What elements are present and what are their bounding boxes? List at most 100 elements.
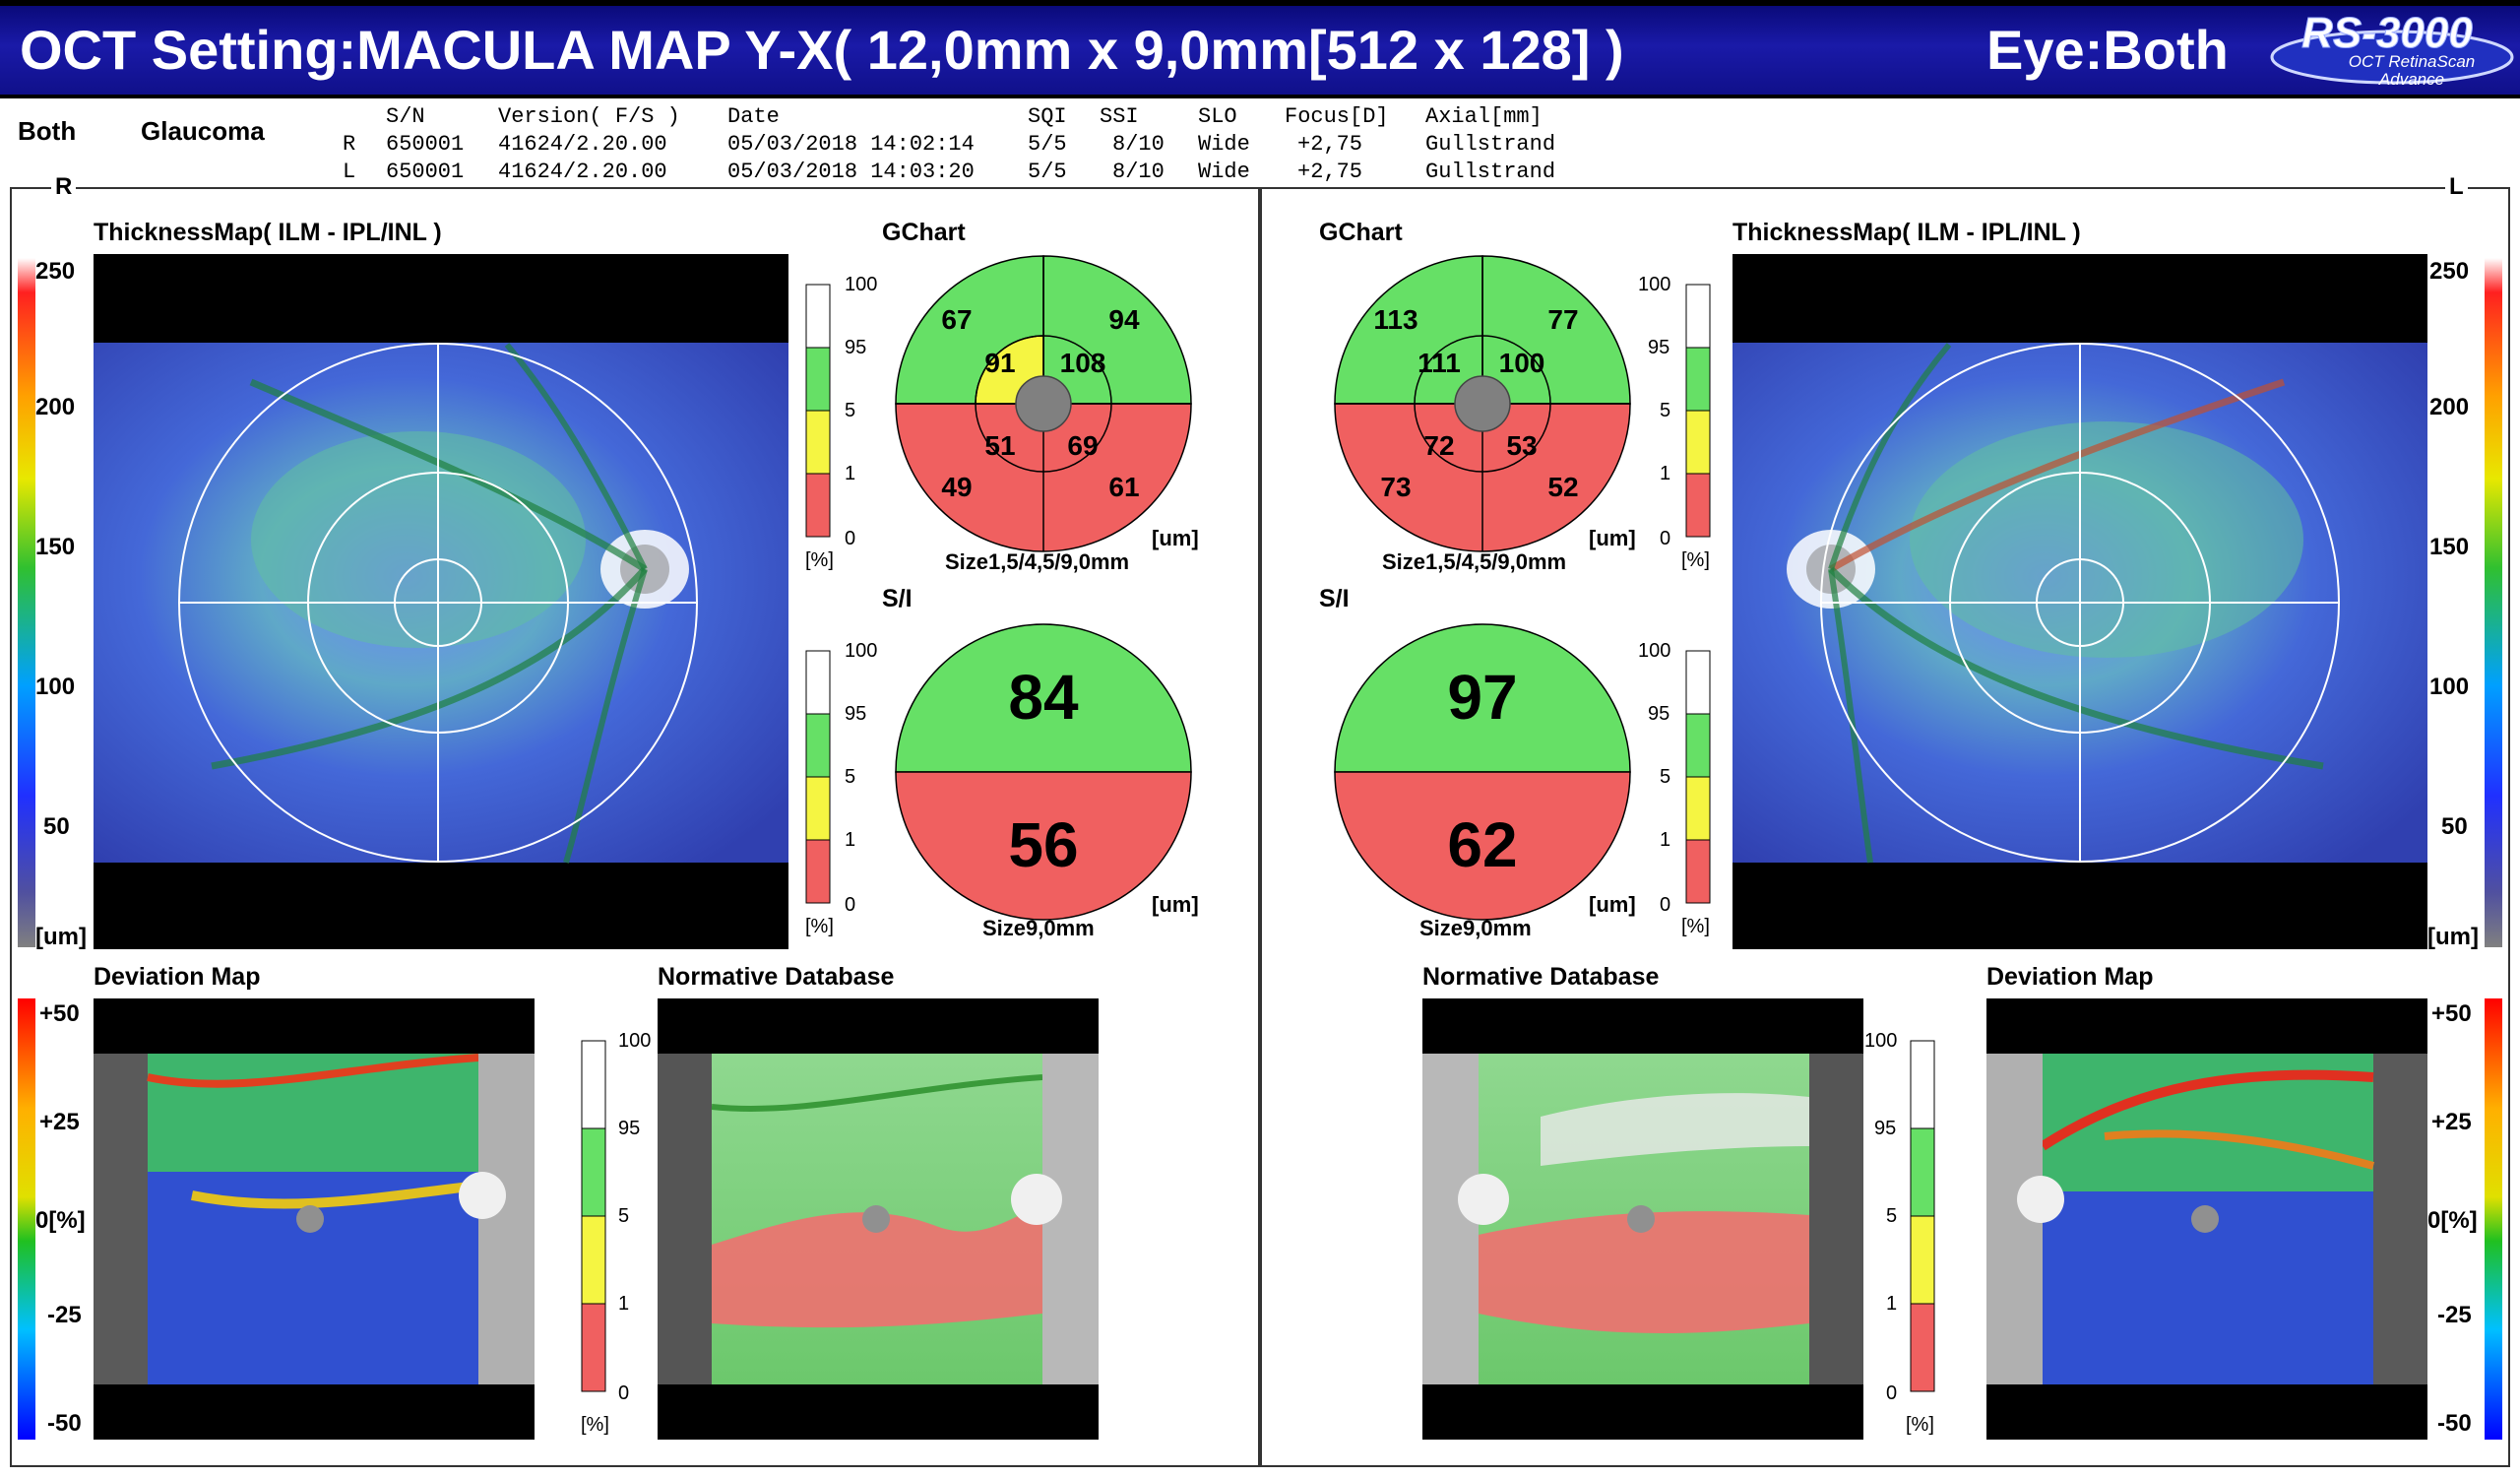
title-bar xyxy=(0,0,2520,98)
l-si-pct-100: 100 xyxy=(1638,640,1671,662)
r-gchart: 67 94 91 108 51 69 49 61 xyxy=(895,255,1192,552)
row-l-eye: L xyxy=(343,160,356,184)
r-thick-unit: [um] xyxy=(35,924,87,950)
l-gchart-caption: Size1,5/4,5/9,0mm xyxy=(1382,549,1567,574)
r-si-unit: [um] xyxy=(1152,892,1199,917)
col-focus: Focus[D] xyxy=(1285,104,1389,129)
r-norm-pct-95: 95 xyxy=(618,1118,641,1139)
r-si-pct-1: 1 xyxy=(845,829,856,851)
r-norm-pct-5: 5 xyxy=(618,1205,630,1227)
l-norm-pct-100: 100 xyxy=(1864,1030,1898,1052)
r-dev-label-0: 0[%] xyxy=(35,1207,86,1234)
l-dev-label-0: 0[%] xyxy=(2427,1207,2478,1234)
r-gchart-caption: Size1,5/4,5/9,0mm xyxy=(945,549,1130,574)
r-thick-label-200: 200 xyxy=(35,394,76,420)
r-gchart-pct-bar xyxy=(805,284,831,538)
l-dev-label-m25: -25 xyxy=(2437,1302,2472,1328)
l-thick-label-50: 50 xyxy=(2441,813,2468,840)
l-gchart-pct-bar xyxy=(1685,284,1711,538)
r-deviation-colorbar xyxy=(18,998,35,1440)
col-ssi: SSI xyxy=(1100,104,1139,129)
row-l-sqi: 5/5 xyxy=(1028,160,1067,184)
r-si-inferior-value: 56 xyxy=(1008,809,1078,880)
l-gchart-pct-1: 1 xyxy=(1660,463,1671,484)
r-normative-map xyxy=(658,998,1099,1440)
r-gchart-inner-it: 51 xyxy=(984,430,1015,461)
r-norm-pct-1: 1 xyxy=(618,1293,630,1315)
l-deviation-title: Deviation Map xyxy=(1986,963,2154,991)
left-eye-panel xyxy=(1260,187,2510,1467)
l-normative-title: Normative Database xyxy=(1422,963,1660,991)
l-gchart-title: GChart xyxy=(1319,219,1403,246)
r-gchart-pct-1: 1 xyxy=(845,463,856,484)
row-l-slo: Wide xyxy=(1198,160,1250,184)
l-si-unit: [um] xyxy=(1589,892,1636,917)
col-axial: Axial[mm] xyxy=(1425,104,1543,129)
l-gchart-unit: [um] xyxy=(1589,526,1636,550)
l-norm-pct-95: 95 xyxy=(1874,1118,1897,1139)
mode-label: Glaucoma xyxy=(141,116,265,146)
l-si-chart: 97 62 xyxy=(1334,623,1631,921)
r-thick-label-250: 250 xyxy=(35,258,76,285)
l-normative-map xyxy=(1422,998,1863,1440)
col-date: Date xyxy=(727,104,780,129)
r-si-caption: Size9,0mm xyxy=(982,916,1095,940)
r-si-pct-0: 0 xyxy=(845,894,856,916)
l-gchart-pct-100: 100 xyxy=(1638,274,1671,295)
l-thickness-map xyxy=(1732,254,2427,949)
l-thickness-title: ThicknessMap( ILM - IPL/INL ) xyxy=(1732,219,2081,246)
l-gchart-outer-it: 73 xyxy=(1380,472,1411,502)
row-l-ssi: 8/10 xyxy=(1112,160,1165,184)
row-r-date: 05/03/2018 14:02:14 xyxy=(727,132,975,157)
r-gchart-outer-sn: 94 xyxy=(1108,304,1140,335)
r-thickness-title: ThicknessMap( ILM - IPL/INL ) xyxy=(94,219,442,246)
l-thickness-colorbar xyxy=(2485,258,2502,947)
l-deviation-colorbar xyxy=(2485,998,2502,1440)
r-thick-label-150: 150 xyxy=(35,534,76,560)
r-gchart-inner-sn: 108 xyxy=(1060,348,1106,378)
r-norm-pct-100: 100 xyxy=(618,1030,652,1052)
r-thickness-map xyxy=(94,254,788,949)
eye-label: Both xyxy=(18,116,77,146)
l-thick-label-200: 200 xyxy=(2429,394,2470,420)
row-l-version: 41624/2.20.00 xyxy=(498,160,667,184)
r-norm-pct-unit: [%] xyxy=(581,1414,609,1436)
r-gchart-outer-in: 61 xyxy=(1108,472,1139,502)
l-si-pct-bar xyxy=(1685,650,1711,904)
l-gchart-pct-unit: [%] xyxy=(1681,549,1710,571)
r-dev-label-p50: +50 xyxy=(39,1000,80,1027)
rs3000-logo: RS-3000 OCT RetinaScan Advance xyxy=(2270,9,2514,89)
l-thick-label-100: 100 xyxy=(2429,674,2470,700)
l-gchart: 113 77 111 100 72 53 73 52 xyxy=(1334,255,1631,552)
r-si-pct-100: 100 xyxy=(845,640,878,662)
row-l-axial: Gullstrand xyxy=(1425,160,1556,184)
r-dev-label-m25: -25 xyxy=(47,1302,82,1328)
logo-sub2-text: Advance xyxy=(2378,70,2444,89)
row-r-version: 41624/2.20.00 xyxy=(498,132,667,157)
r-gchart-outer-st: 67 xyxy=(941,304,972,335)
r-norm-pct-0: 0 xyxy=(618,1382,630,1404)
r-gchart-inner-in: 69 xyxy=(1067,430,1098,461)
l-normative-pct-bar xyxy=(1910,1040,1935,1392)
l-norm-pct-unit: [%] xyxy=(1906,1414,1934,1436)
l-si-pct-5: 5 xyxy=(1660,766,1671,788)
l-gchart-outer-sn: 77 xyxy=(1547,304,1578,335)
r-thick-label-100: 100 xyxy=(35,674,76,700)
row-r-axial: Gullstrand xyxy=(1425,132,1556,157)
l-norm-pct-0: 0 xyxy=(1886,1382,1898,1404)
r-gchart-inner-st: 91 xyxy=(984,348,1015,378)
r-gchart-unit: [um] xyxy=(1152,526,1199,550)
r-thickness-colorbar xyxy=(18,258,35,947)
row-l-sn: 650001 xyxy=(386,160,465,184)
l-gchart-outer-in: 52 xyxy=(1547,472,1578,502)
l-dev-label-p50: +50 xyxy=(2431,1000,2472,1027)
col-sn: S/N xyxy=(386,104,425,129)
r-si-pct-bar xyxy=(805,650,831,904)
r-gchart-pct-100: 100 xyxy=(845,274,878,295)
l-gchart-outer-st: 113 xyxy=(1373,304,1418,335)
l-dev-label-m50: -50 xyxy=(2437,1410,2472,1437)
l-gchart-inner-it: 72 xyxy=(1423,430,1454,461)
r-si-pct-5: 5 xyxy=(845,766,856,788)
col-slo: SLO xyxy=(1198,104,1237,129)
left-eye-tag: L xyxy=(2445,173,2468,201)
